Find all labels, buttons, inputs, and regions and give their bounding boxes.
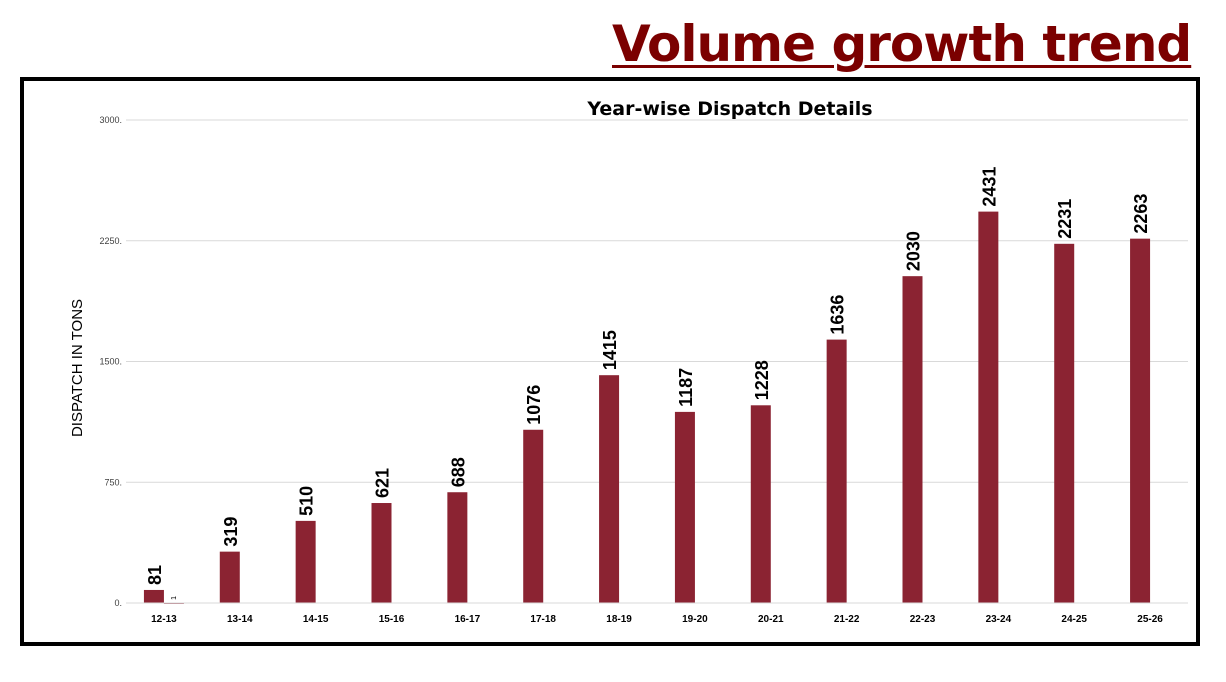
x-tick-label: 12-13: [151, 614, 177, 625]
x-tick-label: 16-17: [455, 614, 481, 625]
x-tick-label: 25-26: [1137, 614, 1163, 625]
x-tick-label: 24-25: [1061, 614, 1087, 625]
x-tick-label: 17-18: [530, 614, 556, 625]
x-tick-label: 20-21: [758, 614, 784, 625]
x-tick-label: 15-16: [379, 614, 405, 625]
bar: [523, 429, 544, 603]
bar: [295, 520, 316, 603]
data-label: 81: [145, 565, 165, 585]
y-tick-label: 0.: [114, 598, 122, 608]
y-tick-label: 2250.: [99, 236, 122, 246]
y-tick-label: 1500.: [99, 357, 122, 367]
bar: [447, 492, 468, 603]
data-label: 2263: [1131, 194, 1151, 234]
y-axis-ticks: 0. 750. 1500. 2250. 3000.: [99, 115, 122, 608]
data-labels: 81 1 319 510 621 688 1076 1415 1187 1228 1636 2030 2…: [145, 167, 1151, 600]
bar: [1054, 243, 1075, 603]
x-tick-label: 13-14: [227, 614, 253, 625]
bar: [750, 405, 771, 603]
data-label: 1228: [752, 360, 772, 400]
bar: [902, 276, 923, 603]
bar: [599, 375, 620, 603]
data-label: 2431: [979, 167, 999, 207]
data-label: 1415: [600, 330, 620, 370]
bar: [371, 503, 392, 603]
y-tick-label: 3000.: [99, 115, 122, 125]
bar: [674, 411, 695, 603]
slide-title: Volume growth trend: [612, 15, 1192, 73]
x-tick-label: 21-22: [834, 614, 860, 625]
data-label: 1187: [676, 368, 696, 407]
bar: [219, 551, 240, 603]
data-label: 621: [373, 468, 393, 498]
bar: [826, 339, 847, 603]
bar-chart: 0. 750. 1500. 2250. 3000. 81 1 319 510 621 688 107…: [69, 98, 1188, 625]
x-tick-label: 18-19: [606, 614, 632, 625]
data-label: 1: [171, 596, 178, 600]
gridlines: [126, 119, 1188, 483]
x-tick-label: 23-24: [986, 614, 1012, 625]
data-label: 510: [297, 486, 317, 516]
bars: [143, 211, 1151, 604]
data-label: 688: [448, 457, 468, 487]
bar: [1130, 238, 1151, 604]
y-tick-label: 750.: [104, 477, 122, 487]
chart-frame: 0. 750. 1500. 2250. 3000. 81 1 319 510 621 688 107…: [20, 77, 1200, 646]
x-axis-ticks: 12-13 13-14 14-15 15-16 16-17 17-18 18-19 19-20…: [151, 614, 1163, 625]
chart-title: Year-wise Dispatch Details: [586, 98, 872, 120]
y-axis-label: DISPATCH IN TONS: [69, 299, 86, 437]
data-label: 1076: [524, 385, 544, 425]
x-tick-label: 22-23: [910, 614, 936, 625]
x-tick-label: 19-20: [682, 614, 708, 625]
data-label: 2030: [904, 231, 924, 271]
data-label: 319: [221, 517, 241, 547]
data-label: 2231: [1055, 199, 1075, 239]
bar: [978, 211, 999, 603]
bar: [143, 589, 164, 603]
data-label: 1636: [828, 295, 848, 335]
x-tick-label: 14-15: [303, 614, 329, 625]
